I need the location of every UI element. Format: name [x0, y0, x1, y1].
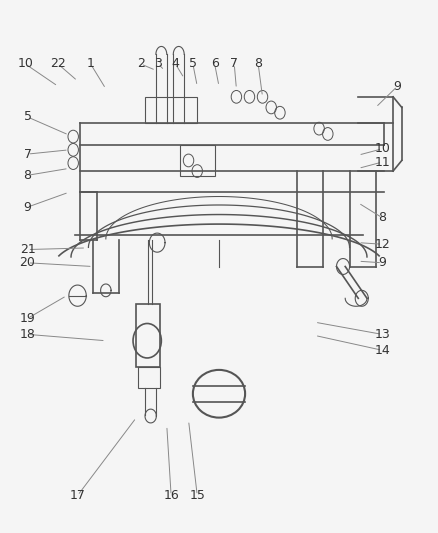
Text: 1: 1 — [87, 58, 95, 70]
Text: 4: 4 — [172, 58, 180, 70]
Text: 19: 19 — [20, 312, 35, 325]
Bar — [138, 367, 160, 389]
Text: 11: 11 — [374, 156, 390, 168]
Text: 12: 12 — [374, 238, 390, 251]
Text: 10: 10 — [18, 58, 33, 70]
Text: 6: 6 — [211, 58, 219, 70]
Text: 8: 8 — [378, 211, 386, 224]
Text: 10: 10 — [374, 142, 390, 155]
Text: 17: 17 — [70, 489, 85, 502]
Text: 15: 15 — [189, 489, 205, 502]
Bar — [145, 97, 197, 123]
Text: 2: 2 — [137, 58, 145, 70]
Bar — [136, 304, 160, 367]
Text: 18: 18 — [20, 328, 35, 341]
Bar — [180, 144, 215, 176]
Text: 16: 16 — [163, 489, 179, 502]
Text: 21: 21 — [20, 243, 35, 256]
Text: 14: 14 — [374, 344, 390, 357]
Text: 7: 7 — [24, 148, 32, 160]
Text: 9: 9 — [378, 256, 386, 269]
Text: 8: 8 — [254, 58, 262, 70]
Text: 13: 13 — [374, 328, 390, 341]
Text: 9: 9 — [24, 200, 32, 214]
Text: 3: 3 — [154, 58, 162, 70]
Text: 8: 8 — [24, 169, 32, 182]
Text: 9: 9 — [393, 80, 401, 93]
Text: 22: 22 — [50, 58, 66, 70]
Text: 20: 20 — [20, 256, 35, 269]
Text: 5: 5 — [24, 110, 32, 124]
Text: 7: 7 — [230, 58, 238, 70]
Text: 5: 5 — [189, 58, 197, 70]
